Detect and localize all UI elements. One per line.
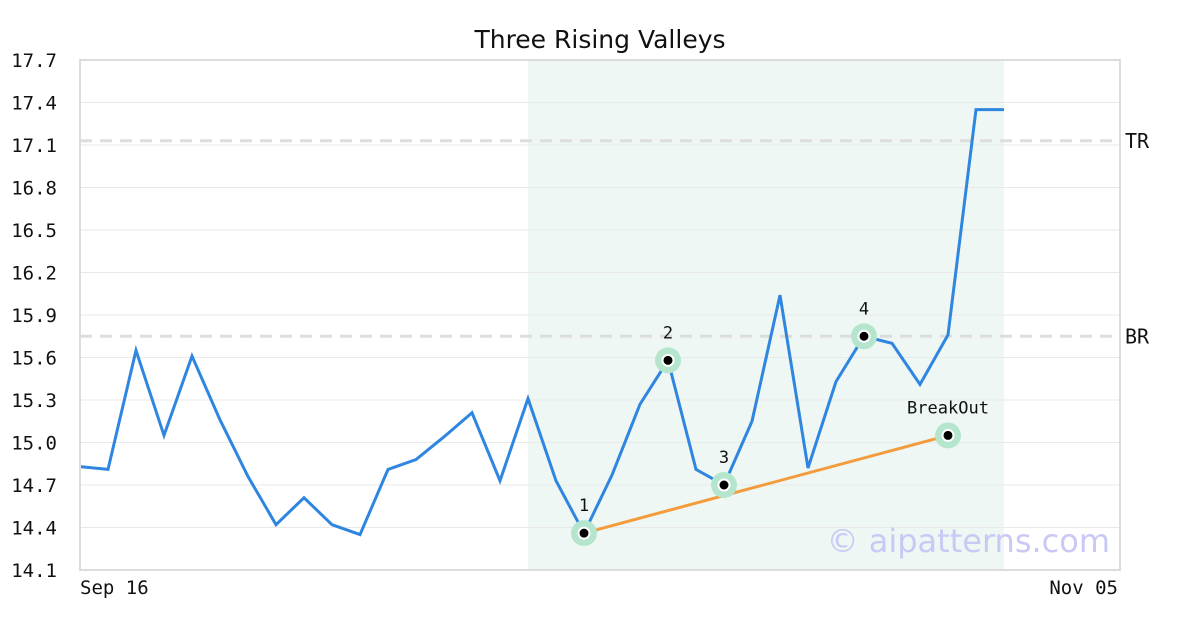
reference-line-label-tr: TR [1125, 129, 1150, 153]
y-tick-label: 15.9 [11, 305, 57, 327]
pattern-point-label: 4 [859, 299, 869, 319]
chart-title: Three Rising Valleys [473, 25, 725, 54]
y-tick-label: 16.5 [11, 220, 57, 242]
pattern-points: 1 2 3 4 BreakOut [571, 299, 989, 547]
y-tick-label: 15.0 [11, 433, 57, 455]
pattern-point-label: 2 [663, 323, 673, 343]
pattern-point-dot [717, 478, 731, 492]
x-tick-label: Nov 05 [1049, 577, 1118, 599]
y-tick-label: 15.6 [11, 348, 57, 370]
pattern-point-dot [661, 353, 675, 367]
y-tick-label: 14.4 [11, 518, 57, 540]
y-tick-label: 15.3 [11, 390, 57, 412]
y-tick-label: 17.7 [11, 50, 57, 72]
price-line [79, 108, 1004, 537]
y-tick-label: 16.2 [11, 263, 57, 285]
y-tick-label: 17.1 [11, 135, 57, 157]
y-tick-label: 14.1 [11, 560, 57, 582]
pattern-point-dot [857, 329, 871, 343]
y-axis-ticks: 14.1 14.4 14.7 15.0 15.3 15.6 15.9 16.2 16.5 16.8… [11, 50, 57, 582]
watermark: © aipatterns.com [827, 522, 1110, 560]
x-tick-label: Sep 16 [80, 577, 149, 599]
pattern-point-label: BreakOut [907, 398, 989, 418]
pattern-point-label: 3 [719, 448, 729, 468]
pattern-point-label: 1 [579, 496, 589, 516]
y-tick-label: 14.7 [11, 475, 57, 497]
y-tick-label: 17.4 [11, 93, 57, 115]
pattern-point-dot [941, 428, 955, 442]
x-axis-ticks: Sep 16 Nov 05 [80, 577, 1118, 599]
series-group [79, 108, 1004, 537]
trend-line [583, 433, 949, 535]
reference-line-label-br: BR [1125, 324, 1150, 348]
y-tick-label: 16.8 [11, 178, 57, 200]
trend-line-group [583, 433, 949, 535]
pattern-point-dot [577, 526, 591, 540]
plot-frame [79, 59, 1121, 571]
